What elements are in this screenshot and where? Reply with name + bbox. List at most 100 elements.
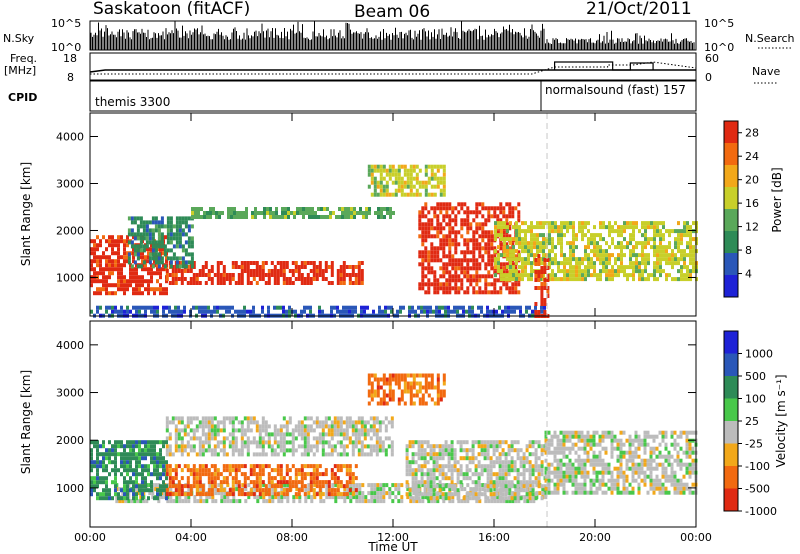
heatmap-cell xyxy=(96,271,99,276)
heatmap-cell xyxy=(228,277,232,281)
heatmap-cell xyxy=(303,261,307,265)
heatmap-cell xyxy=(222,269,226,273)
heatmap-cell xyxy=(466,266,470,271)
heatmap-cell xyxy=(605,265,608,270)
heatmap-cell xyxy=(417,448,421,453)
heatmap-cell xyxy=(303,448,307,453)
heatmap-cell xyxy=(345,424,349,429)
heatmap-cell xyxy=(192,265,196,269)
heatmap-cell xyxy=(127,252,131,257)
heatmap-cell xyxy=(351,265,355,269)
heatmap-cell xyxy=(306,277,310,281)
heatmap-cell xyxy=(243,428,247,433)
heatmap-cell xyxy=(466,210,470,215)
heatmap-cell xyxy=(207,277,211,281)
heatmap-cell xyxy=(517,202,521,207)
heatmap-cell xyxy=(114,291,117,296)
heatmap-cell xyxy=(111,283,114,288)
heatmap-cell xyxy=(424,282,428,287)
heatmap-cell xyxy=(126,243,129,248)
heatmap-cell xyxy=(147,271,150,276)
heatmap-cell xyxy=(530,245,533,250)
heatmap-cell xyxy=(342,436,346,441)
heatmap-cell xyxy=(457,230,461,235)
heatmap-cell xyxy=(423,484,427,489)
heatmap-cell xyxy=(345,468,349,473)
heatmap-cell xyxy=(240,452,244,457)
heatmap-cell xyxy=(269,215,272,219)
heatmap-cell xyxy=(303,265,307,269)
heatmap-cell xyxy=(397,381,401,386)
heatmap-cell xyxy=(665,245,668,250)
heatmap-cell xyxy=(108,235,111,240)
heatmap-cell xyxy=(234,428,238,433)
heatmap-cell xyxy=(490,290,494,295)
heatmap-cell xyxy=(111,468,114,473)
heatmap-cell xyxy=(321,428,325,433)
heatmap-cell xyxy=(123,488,126,493)
heatmap-cell xyxy=(148,220,152,225)
heatmap-cell xyxy=(379,483,383,488)
heatmap-cell xyxy=(454,266,458,271)
heatmap-cell xyxy=(213,424,217,429)
heatmap-cell xyxy=(315,472,319,477)
heatmap-cell xyxy=(261,448,265,453)
heatmap-cell xyxy=(599,261,602,266)
heatmap-cell xyxy=(249,472,253,477)
heatmap-cell xyxy=(620,233,623,238)
heatmap-cell xyxy=(426,472,430,477)
heatmap-cell xyxy=(400,180,404,185)
heatmap-cell xyxy=(433,234,437,239)
heatmap-cell xyxy=(438,464,442,469)
heatmap-cell xyxy=(659,273,662,278)
heatmap-cell xyxy=(686,273,689,278)
heatmap-cell xyxy=(320,215,323,219)
heatmap-cell xyxy=(256,499,260,504)
heatmap-cell xyxy=(331,483,335,488)
heatmap-cell xyxy=(373,377,377,382)
heatmap-cell xyxy=(409,188,413,193)
heatmap-cell xyxy=(527,229,530,234)
heatmap-cell xyxy=(291,261,295,265)
heatmap-cell xyxy=(222,424,226,429)
heatmap-cell xyxy=(421,258,425,263)
heatmap-cell xyxy=(411,309,414,314)
heatmap-cell xyxy=(674,277,677,282)
heatmap-cell xyxy=(408,440,412,445)
heatmap-cell xyxy=(530,277,533,282)
heatmap-cell xyxy=(370,180,374,185)
heatmap-cell xyxy=(216,277,220,281)
heatmap-cell xyxy=(303,309,306,314)
heatmap-cell xyxy=(420,468,424,473)
heatmap-cell xyxy=(454,274,458,279)
heatmap-cell xyxy=(136,499,140,504)
heatmap-cell xyxy=(502,234,506,239)
heatmap-cell xyxy=(258,269,262,273)
heatmap-cell xyxy=(141,251,144,256)
heatmap-cell xyxy=(288,440,292,445)
heatmap-cell xyxy=(279,424,283,429)
heatmap-cell xyxy=(484,282,488,287)
heatmap-cell xyxy=(436,393,440,398)
heatmap-cell xyxy=(537,270,541,274)
heatmap-cell xyxy=(435,484,439,489)
heatmap-cell xyxy=(435,496,439,501)
heatmap-cell xyxy=(388,389,392,394)
heatmap-cell xyxy=(490,206,494,211)
heatmap-cell xyxy=(147,283,150,288)
heatmap-cell xyxy=(686,233,689,238)
heatmap-cell xyxy=(175,264,179,269)
heatmap-cell xyxy=(300,452,304,457)
heatmap-cell xyxy=(551,273,554,278)
heatmap-cell xyxy=(590,273,593,278)
heatmap-cell xyxy=(177,484,181,489)
heatmap-cell xyxy=(345,432,349,437)
heatmap-cell xyxy=(229,499,233,504)
heatmap-cell xyxy=(345,452,349,457)
heatmap-cell xyxy=(525,309,528,314)
heatmap-cell xyxy=(171,480,175,485)
heatmap-cell xyxy=(375,440,379,445)
heatmap-cell xyxy=(321,309,324,314)
heatmap-cell xyxy=(237,273,241,277)
heatmap-cell xyxy=(653,241,656,246)
